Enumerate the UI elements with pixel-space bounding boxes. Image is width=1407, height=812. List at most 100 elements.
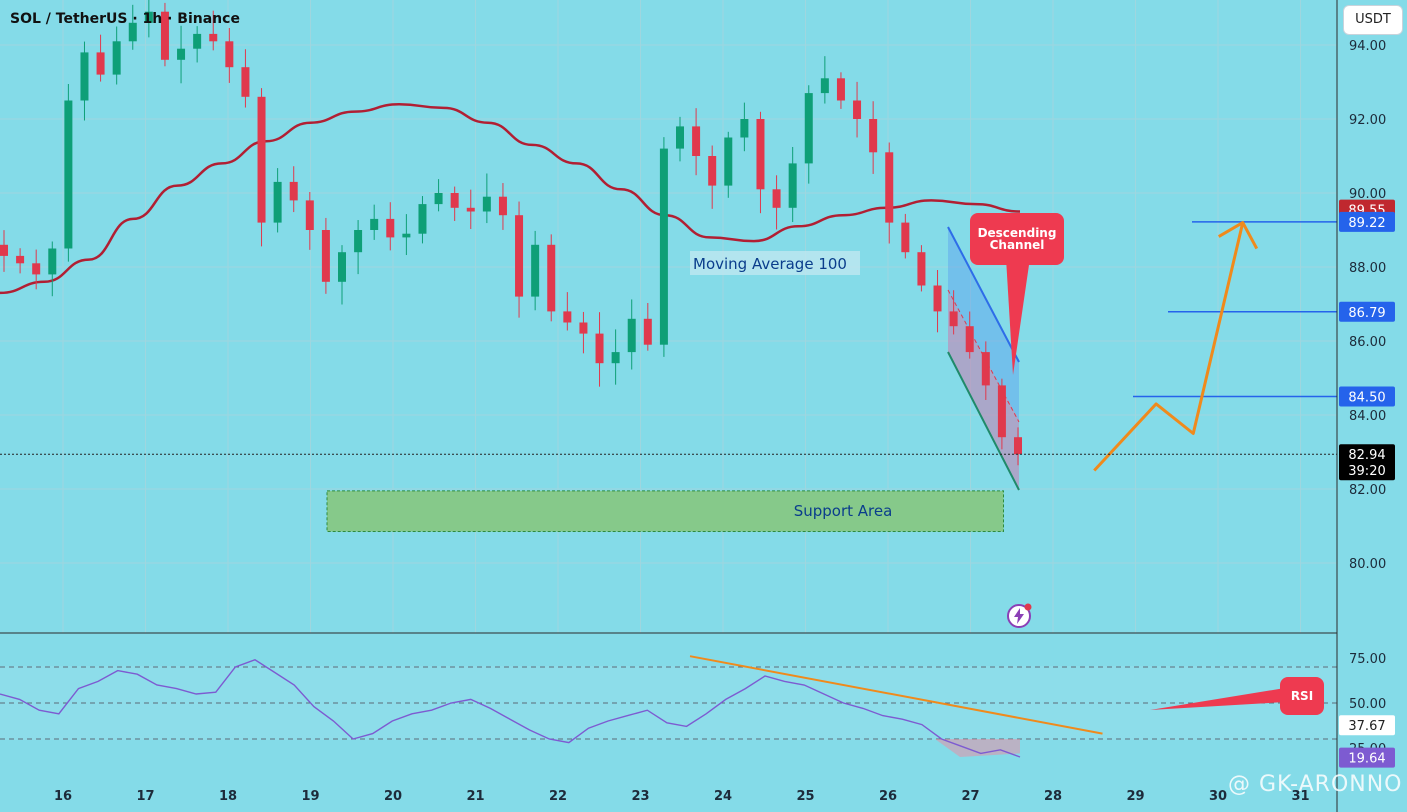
price-tick-label: 82.00	[1349, 483, 1386, 498]
time-tick-label: 23	[631, 789, 649, 804]
moving-average-label-text: Moving Average 100	[693, 255, 847, 273]
callout-text: Channel	[990, 238, 1045, 252]
candle-body	[96, 52, 105, 75]
candle-body	[820, 78, 829, 94]
rsi-line	[0, 659, 1021, 758]
moving-average-line	[0, 102, 1021, 295]
candle-body	[1014, 437, 1022, 455]
candle-body	[450, 193, 459, 208]
price-tick-label: 94.00	[1349, 39, 1386, 54]
candles	[0, 0, 1022, 466]
time-tick-label: 29	[1126, 789, 1144, 804]
rsi-badge	[1339, 747, 1395, 768]
channel-lower-line	[947, 351, 1020, 491]
time-tick-label: 20	[384, 789, 402, 804]
rsi-badges: 37.67 19.64	[1339, 715, 1395, 768]
time-axis[interactable]: 16 17 18 19 20 21 22 23 24 25 26 27 28 29 30 31	[54, 789, 1310, 804]
rsi-badge	[1339, 715, 1395, 736]
candle-body	[112, 41, 121, 75]
candle-body	[482, 196, 491, 212]
candle-body	[515, 215, 524, 297]
candle-body	[804, 93, 813, 164]
projection-arrowhead	[1217, 221, 1259, 250]
rsi-oversold-fill	[935, 739, 1020, 757]
candle-body	[756, 119, 765, 190]
symbol-title: SOL / TetherUS · 1h · Binance	[10, 11, 240, 27]
candle-body	[354, 230, 363, 253]
callout-pointer	[1006, 258, 1030, 375]
candle-body	[289, 181, 298, 201]
candle-body	[64, 100, 73, 249]
candle-body	[708, 156, 717, 186]
time-tick-label: 21	[466, 789, 484, 804]
time-tick-label: 27	[961, 789, 979, 804]
candle-body	[160, 11, 169, 60]
candle-body	[627, 318, 636, 353]
candle-body	[933, 285, 942, 312]
candle-body	[901, 222, 910, 253]
price-tick-label: 92.00	[1349, 113, 1386, 128]
rsi-tick-label: 75.00	[1349, 652, 1386, 667]
candle-body	[949, 311, 958, 327]
price-tick-label: 86.00	[1349, 335, 1386, 350]
support-area: Support Area	[326, 490, 1004, 533]
time-tick-label: 30	[1209, 789, 1227, 804]
candle-body	[563, 311, 572, 323]
channel-mid-line	[947, 289, 1020, 423]
candle-body	[836, 78, 845, 101]
time-tick-label: 24	[714, 789, 732, 804]
time-tick-label: 22	[549, 789, 567, 804]
price-badge	[1339, 211, 1395, 232]
candle-body	[498, 196, 507, 216]
callout-box	[970, 213, 1064, 265]
price-tick-label: 84.00	[1349, 409, 1386, 424]
candle-body	[981, 352, 990, 386]
price-badge	[1339, 301, 1395, 322]
candle-body	[692, 126, 701, 156]
price-badge	[1339, 386, 1395, 407]
rsi-callout-text: RSI	[1291, 689, 1313, 703]
candle-body	[643, 318, 652, 345]
support-area-label: Support Area	[794, 502, 893, 520]
time-tick-label: 17	[136, 789, 154, 804]
candle-body	[434, 193, 443, 205]
price-badge-label: 89.22	[1348, 216, 1385, 231]
candle-body	[869, 119, 878, 153]
countdown-label: 39:20	[1348, 464, 1385, 479]
rsi-levels	[0, 666, 1337, 740]
candle-body	[193, 33, 202, 49]
candle-body	[418, 204, 427, 234]
candle-body	[32, 263, 41, 275]
candle-body	[740, 119, 749, 138]
price-badge	[1339, 444, 1395, 481]
horizontal-levels	[1133, 221, 1337, 398]
currency-button[interactable]: USDT	[1343, 5, 1403, 35]
candle-body	[128, 22, 137, 42]
candle-body	[144, 11, 153, 23]
price-badge-label: 84.50	[1348, 391, 1385, 406]
candle-body	[241, 67, 250, 97]
price-badge-label: 82.94	[1348, 448, 1385, 463]
moving-average	[0, 102, 1021, 295]
moving-average-label-bg	[690, 251, 860, 275]
time-tick-label: 25	[796, 789, 814, 804]
candle-body	[370, 218, 379, 230]
candle-body	[257, 96, 266, 223]
candle-body	[177, 48, 186, 60]
time-tick-label: 16	[54, 789, 72, 804]
moving-average-label: Moving Average 100	[690, 251, 860, 275]
rsi-badge-label: 19.64	[1348, 752, 1385, 767]
lightning-icon[interactable]	[1006, 603, 1032, 629]
candle-body	[225, 41, 234, 68]
time-tick-label: 31	[1291, 789, 1309, 804]
price-axis[interactable]: 94.00 92.00 90.00 88.00 86.00 84.00 82.00 80.00	[1349, 39, 1386, 572]
price-tick-label: 90.00	[1349, 187, 1386, 202]
candle-body	[676, 126, 684, 149]
candle-body	[80, 52, 89, 101]
candle-body	[595, 333, 604, 364]
rsi-trendline-line	[689, 655, 1103, 735]
time-tick-label: 26	[879, 789, 897, 804]
